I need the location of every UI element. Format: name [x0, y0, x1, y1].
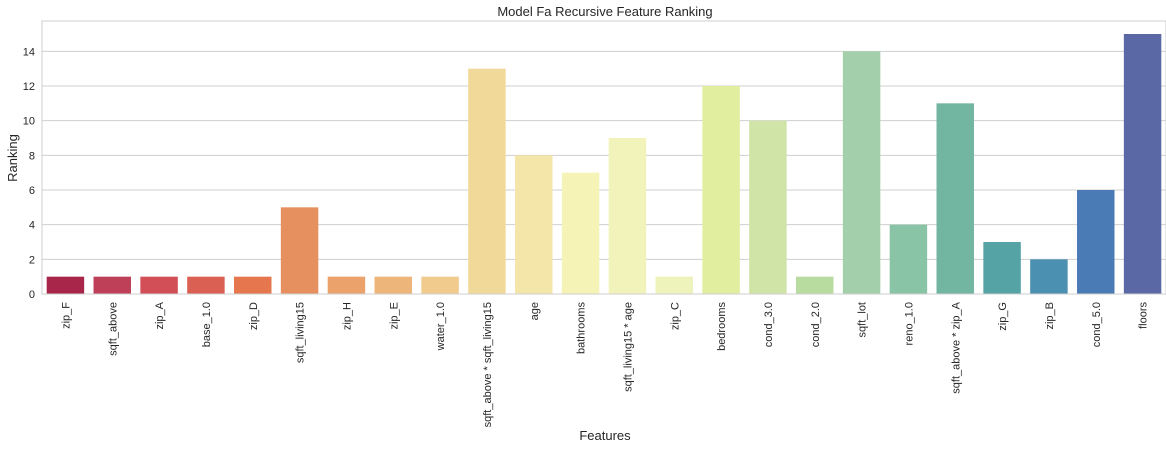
x-ticks-layer: zip_F sqft_above zip_A base_1.0 zip_D sqft_li… [60, 301, 1149, 427]
x-tick-label: base_1.0 [201, 302, 213, 347]
bar-zip-d [234, 276, 272, 294]
y-tick-label: 12 [23, 81, 35, 93]
bar-zip-a [140, 276, 178, 294]
y-tick-label: 0 [29, 289, 35, 301]
bar-cond-5-0 [1077, 190, 1115, 294]
bar-water-1-0 [421, 276, 459, 294]
y-tick-label: 14 [23, 46, 35, 58]
bar-sqft-above-sqft-living15 [468, 68, 506, 295]
bar-zip-b [1030, 259, 1068, 294]
x-tick-label: floors [1138, 302, 1150, 329]
y-tick-label: 8 [29, 150, 35, 162]
bar-sqft-above-zip-a [936, 103, 974, 294]
x-tick-label: sqft_living15 [295, 302, 307, 363]
bar-zip-c [655, 276, 693, 294]
x-tick-label: sqft_above [107, 302, 119, 356]
bar-reno-1-0 [889, 224, 928, 294]
x-tick-label: sqft_living15 * age [622, 302, 634, 392]
bar-sqft-living15-age [608, 138, 647, 294]
x-tick-label: zip_B [1044, 302, 1056, 330]
x-tick-label: cond_5.0 [1091, 302, 1103, 347]
x-tick-label: water_1.0 [435, 302, 447, 351]
x-tick-label: bathrooms [576, 302, 588, 354]
y-tick-label: 10 [23, 116, 35, 128]
bar-zip-f [46, 276, 85, 294]
x-tick-label: zip_D [248, 302, 260, 330]
x-tick-label: sqft_above * zip_A [950, 301, 962, 393]
x-tick-label: sqft_above * sqft_living15 [482, 302, 494, 427]
x-tick-label: zip_A [154, 301, 166, 329]
bar-zip-g [983, 242, 1021, 294]
y-ticks-layer: 0 2 4 6 8 10 12 14 [23, 46, 35, 301]
y-tick-label: 6 [29, 185, 35, 197]
frame-layer [41, 20, 1166, 295]
x-axis-label: Features [579, 428, 631, 443]
bar-floors [1123, 34, 1162, 294]
bar-sqft-lot [842, 51, 881, 295]
bar-cond-2-0 [796, 276, 834, 294]
bar-sqft-above [93, 276, 131, 294]
grid-layer [42, 50, 1166, 295]
x-tick-label: zip_H [341, 302, 353, 330]
x-tick-label: zip_F [60, 302, 72, 329]
chart-title: Model Fa Recursive Feature Ranking [497, 4, 712, 19]
plot-frame [41, 20, 1166, 295]
x-tick-label: cond_3.0 [763, 302, 775, 347]
x-tick-label: zip_C [669, 302, 681, 330]
bar-sqft-living15 [280, 207, 319, 294]
x-tick-label: cond_2.0 [810, 302, 822, 347]
y-tick-label: 2 [29, 254, 35, 266]
x-tick-label: bedrooms [716, 302, 728, 351]
x-tick-label: age [529, 302, 541, 320]
bar-base-1-0 [187, 276, 225, 294]
x-tick-label: zip_E [388, 302, 400, 330]
bar-cond-3-0 [749, 120, 787, 295]
bar-zip-h [327, 276, 366, 294]
bar-bathrooms [561, 172, 600, 294]
x-tick-label: sqft_lot [857, 302, 869, 337]
x-tick-label: zip_G [997, 302, 1009, 331]
bar-age [515, 155, 553, 294]
y-axis-label: Ranking [5, 134, 20, 182]
bar-zip-e [374, 276, 412, 294]
bar-bedrooms [702, 86, 740, 294]
y-tick-label: 4 [29, 220, 35, 232]
bars-layer [46, 34, 1162, 295]
x-tick-label: reno_1.0 [903, 302, 915, 345]
